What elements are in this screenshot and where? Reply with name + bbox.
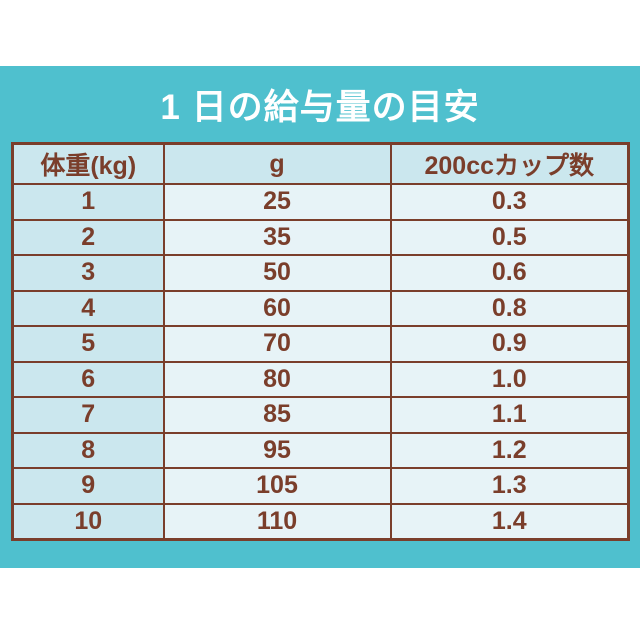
grams-cell: 110 bbox=[162, 502, 392, 541]
weight-cell: 10 bbox=[11, 502, 165, 541]
grams-cell: 35 bbox=[162, 218, 392, 256]
grams-cell: 70 bbox=[162, 325, 392, 363]
table-row: 4 60 0.8 bbox=[11, 289, 630, 327]
table-body: 1 25 0.3 2 35 0.5 3 50 0.6 4 60 0.8 5 70 0.9 6 80 1.0 7 85 1… bbox=[11, 183, 630, 541]
table-row: 5 70 0.9 bbox=[11, 325, 630, 363]
cup-count-cell: 1.1 bbox=[389, 396, 630, 434]
cup-count-cell: 0.6 bbox=[389, 254, 630, 292]
table-row: 3 50 0.6 bbox=[11, 254, 630, 292]
table-row: 6 80 1.0 bbox=[11, 360, 630, 398]
weight-cell: 3 bbox=[11, 254, 165, 292]
table-row: 9 105 1.3 bbox=[11, 467, 630, 505]
panel-title: 1 日の給与量の目安 bbox=[160, 87, 480, 127]
grams-cell: 85 bbox=[162, 396, 392, 434]
cup-count-cell: 1.4 bbox=[389, 502, 630, 541]
cup-count-cell: 0.3 bbox=[389, 183, 630, 221]
header-cup-count: 200ccカップ数 bbox=[389, 142, 630, 185]
weight-cell: 6 bbox=[11, 360, 165, 398]
weight-cell: 1 bbox=[11, 183, 165, 221]
weight-cell: 2 bbox=[11, 218, 165, 256]
cup-count-cell: 1.0 bbox=[389, 360, 630, 398]
grams-cell: 80 bbox=[162, 360, 392, 398]
table-row: 1 25 0.3 bbox=[11, 183, 630, 221]
grams-cell: 25 bbox=[162, 183, 392, 221]
cup-count-cell: 0.8 bbox=[389, 289, 630, 327]
header-weight-kg: 体重(kg) bbox=[11, 142, 165, 185]
feeding-amount-table: 体重(kg) g 200ccカップ数 1 25 0.3 2 35 0.5 3 50 0.6 4 60… bbox=[11, 142, 630, 541]
header-grams: g bbox=[162, 142, 392, 185]
weight-cell: 7 bbox=[11, 396, 165, 434]
table-header-row: 体重(kg) g 200ccカップ数 bbox=[11, 142, 630, 185]
cup-count-cell: 0.9 bbox=[389, 325, 630, 363]
weight-cell: 5 bbox=[11, 325, 165, 363]
grams-cell: 60 bbox=[162, 289, 392, 327]
cup-count-cell: 0.5 bbox=[389, 218, 630, 256]
table-row: 8 95 1.2 bbox=[11, 431, 630, 469]
weight-cell: 8 bbox=[11, 431, 165, 469]
grams-cell: 95 bbox=[162, 431, 392, 469]
feeding-guide-panel: 1 日の給与量の目安 体重(kg) g 200ccカップ数 1 25 0.3 2 35 0… bbox=[0, 66, 640, 568]
table-row: 2 35 0.5 bbox=[11, 218, 630, 256]
table-row: 10 110 1.4 bbox=[11, 502, 630, 541]
cup-count-cell: 1.2 bbox=[389, 431, 630, 469]
weight-cell: 4 bbox=[11, 289, 165, 327]
table-row: 7 85 1.1 bbox=[11, 396, 630, 434]
weight-cell: 9 bbox=[11, 467, 165, 505]
grams-cell: 105 bbox=[162, 467, 392, 505]
cup-count-cell: 1.3 bbox=[389, 467, 630, 505]
grams-cell: 50 bbox=[162, 254, 392, 292]
